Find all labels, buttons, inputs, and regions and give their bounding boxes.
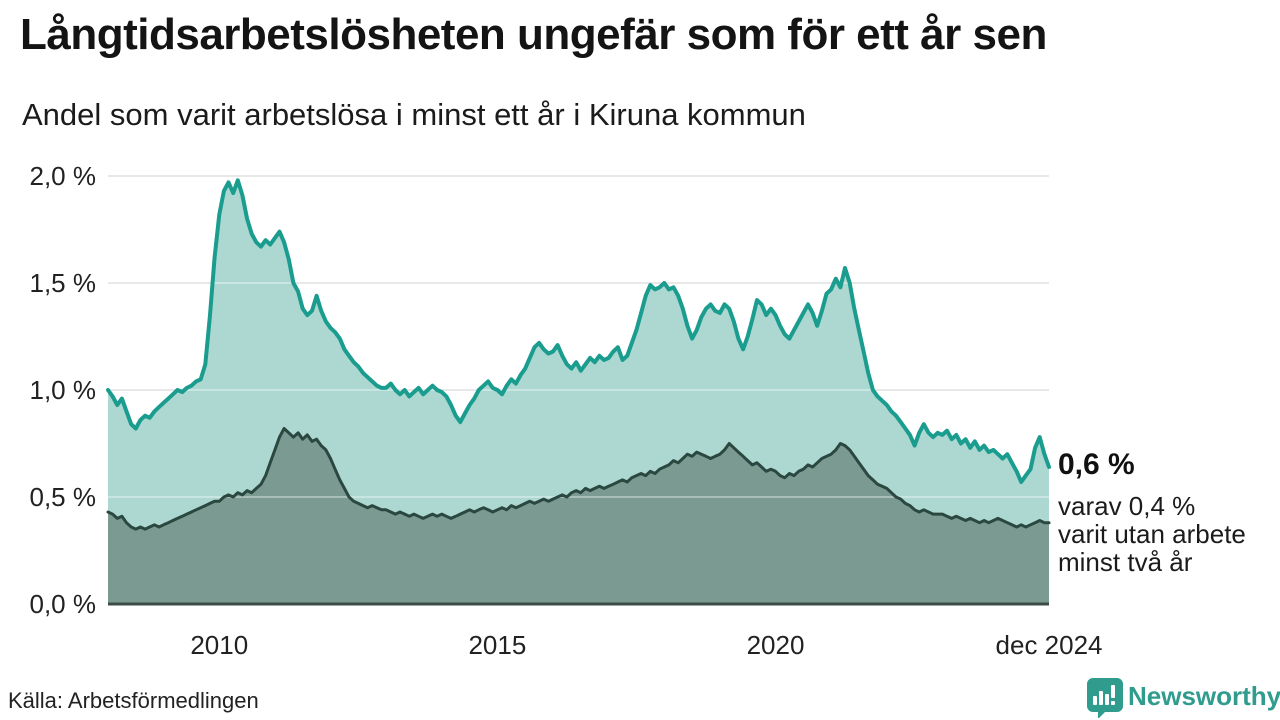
x-tick-label: dec 2024 bbox=[995, 630, 1103, 660]
newsworthy-brand-link[interactable]: Newsworthy bbox=[1084, 676, 1280, 718]
series-2year-line bbox=[106, 427, 1051, 531]
y-tick-label: 2,0 % bbox=[29, 161, 97, 191]
newsworthy-logo-icon bbox=[1087, 678, 1123, 718]
y-tick-label: 1,5 % bbox=[29, 268, 97, 298]
x-tick-label: 2020 bbox=[746, 630, 805, 660]
chart-subtitle: Andel som varit arbetslösa i minst ett å… bbox=[22, 97, 806, 132]
latest-value-total: 0,6 % bbox=[1058, 448, 1135, 481]
series-1year-line bbox=[106, 178, 1051, 484]
x-tick-label: 2015 bbox=[468, 630, 527, 660]
source-credit: Källa: Arbetsförmedlingen bbox=[8, 688, 259, 713]
latest-value-annotation: 0,6 % varav 0,4 % varit utan arbete mins… bbox=[1058, 448, 1280, 576]
annotation-line-1: varav 0,4 % bbox=[1058, 491, 1196, 521]
newsworthy-brand-name: Newsworthy bbox=[1128, 681, 1280, 711]
page-title: Långtidsarbetslösheten ungefär som för e… bbox=[20, 10, 1047, 59]
x-tick-label: 2010 bbox=[190, 630, 249, 660]
annotation-line-3: minst två år bbox=[1058, 547, 1193, 577]
annotation-line-2: varit utan arbete bbox=[1058, 519, 1246, 549]
y-tick-label: 0,5 % bbox=[29, 482, 97, 512]
y-tick-label: 1,0 % bbox=[29, 375, 97, 405]
series-2year-area bbox=[108, 428, 1049, 604]
y-tick-label: 0,0 % bbox=[29, 589, 97, 619]
